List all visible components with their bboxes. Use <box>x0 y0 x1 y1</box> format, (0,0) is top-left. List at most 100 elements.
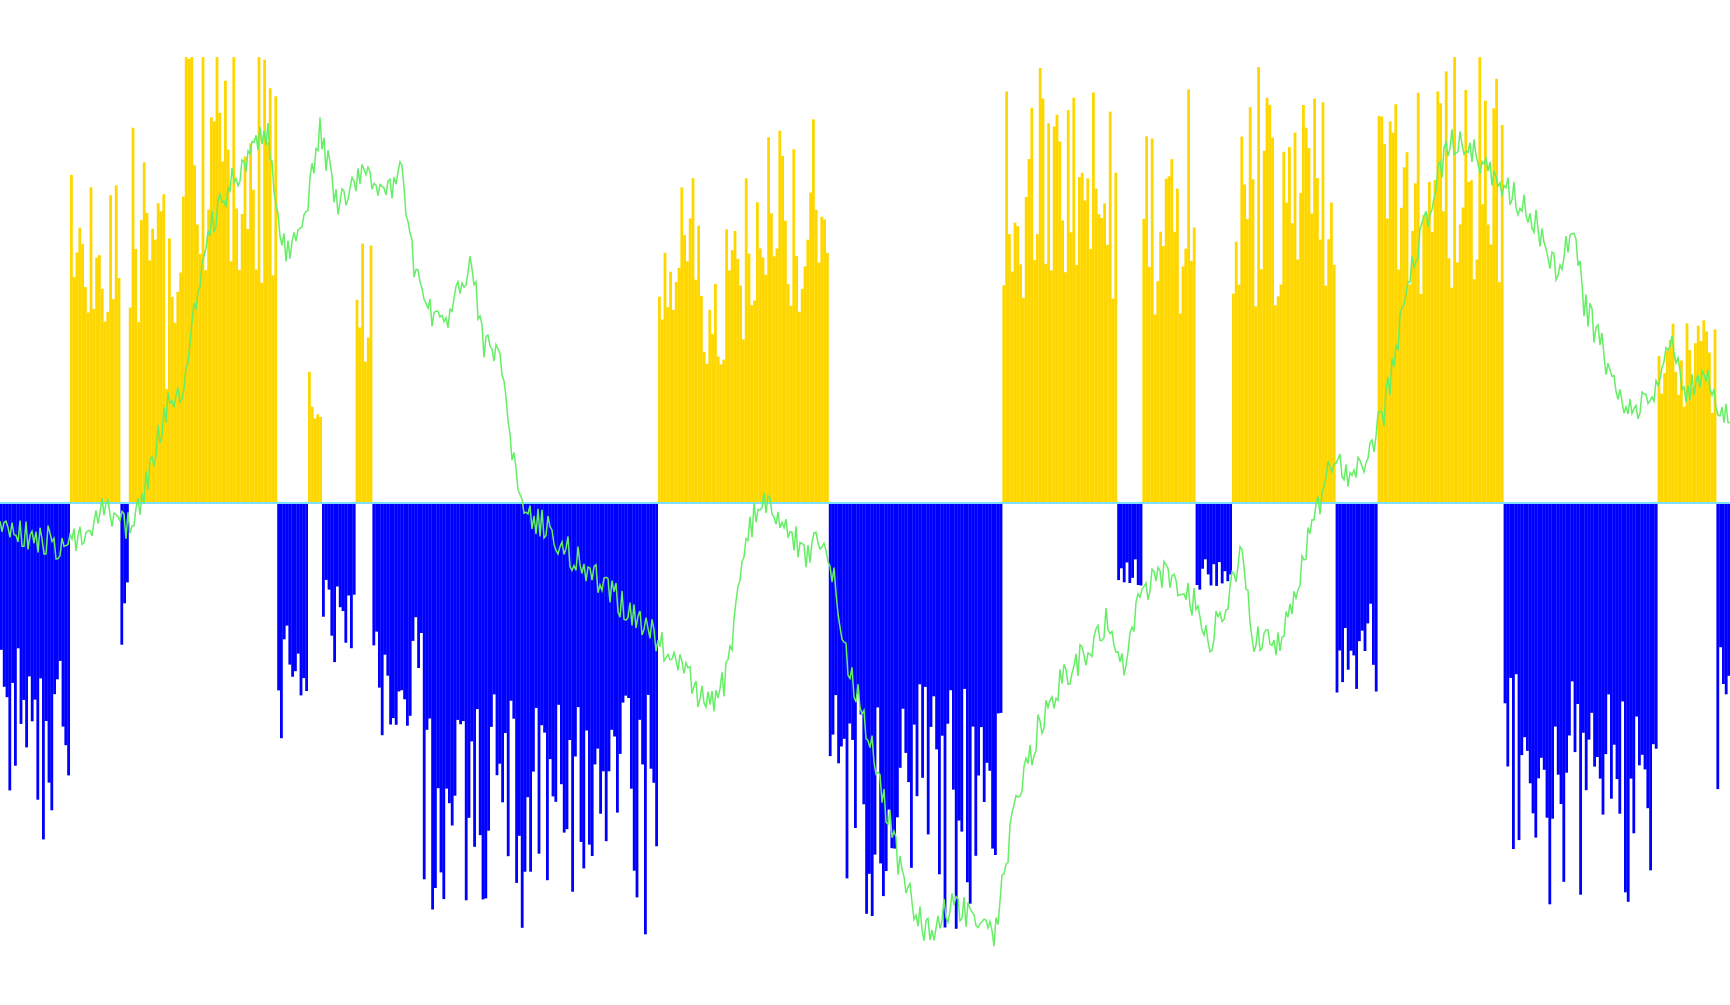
bar-positive <box>198 254 202 503</box>
bar-positive <box>1447 258 1451 503</box>
bar-negative <box>1215 503 1218 586</box>
bar-negative <box>1615 503 1619 780</box>
bar-positive <box>1086 178 1090 504</box>
bar-negative <box>540 503 544 726</box>
bar-positive <box>179 272 182 503</box>
bar-positive <box>238 270 241 503</box>
bar-positive <box>795 256 798 503</box>
bar-positive <box>1170 159 1174 503</box>
bar-positive <box>1694 343 1697 503</box>
bar-negative <box>882 503 885 897</box>
bar-negative <box>1590 503 1594 713</box>
bar-positive <box>1005 91 1008 503</box>
bar-negative <box>624 503 628 696</box>
bar-positive <box>1405 152 1409 503</box>
bar-positive <box>1019 264 1022 503</box>
bar-negative <box>890 503 894 849</box>
bar-positive <box>1069 232 1073 504</box>
bar-negative <box>456 503 460 720</box>
bar-negative <box>644 503 647 935</box>
bar-positive <box>361 243 364 503</box>
bar-negative <box>1517 503 1521 841</box>
bar-negative <box>935 503 938 750</box>
bar-positive <box>1142 218 1146 504</box>
bar-positive <box>1486 224 1490 503</box>
bar-negative <box>16 503 20 649</box>
bar-positive <box>1145 136 1148 503</box>
bar-positive <box>246 228 250 503</box>
bar-positive <box>313 418 317 503</box>
bar-negative <box>632 503 636 871</box>
bar-negative <box>884 503 888 871</box>
bar-negative <box>490 503 493 727</box>
bar-positive <box>742 339 745 503</box>
bar-positive <box>70 174 73 503</box>
bar-negative <box>582 503 586 869</box>
bar-negative <box>520 503 524 928</box>
bar-negative <box>1559 503 1563 804</box>
bar-positive <box>190 57 194 503</box>
bar-negative <box>1565 503 1568 773</box>
bar-negative <box>1551 503 1554 819</box>
bar-positive <box>1489 244 1493 503</box>
bar-negative <box>327 503 331 590</box>
bar-negative <box>473 503 476 847</box>
bar-negative <box>523 503 527 872</box>
bar-negative <box>481 503 485 900</box>
bar-positive <box>182 196 185 503</box>
bar-negative <box>397 503 401 692</box>
bar-positive <box>775 248 779 503</box>
bar-negative <box>876 503 880 708</box>
bar-negative <box>1366 503 1370 624</box>
bar-negative <box>1528 503 1532 784</box>
bar-negative <box>1218 503 1221 563</box>
bar-negative <box>453 503 457 796</box>
bar-positive <box>1307 148 1311 503</box>
bar-positive <box>1010 271 1014 503</box>
bar-negative <box>1352 503 1356 656</box>
bar-negative <box>336 503 339 587</box>
bar-positive <box>1080 172 1084 503</box>
bar-positive <box>1083 200 1087 503</box>
bar-positive <box>1092 92 1095 503</box>
bar-positive <box>1064 272 1067 503</box>
bar-negative <box>322 503 325 617</box>
bar-negative <box>1506 503 1510 767</box>
bar-positive <box>756 202 759 504</box>
bar-positive <box>719 364 723 503</box>
bar-positive <box>744 178 748 504</box>
bar-negative <box>1610 503 1613 799</box>
bar-positive <box>1178 313 1182 503</box>
bar-positive <box>151 228 154 503</box>
bar-positive <box>1710 413 1714 503</box>
bar-positive <box>1100 218 1104 503</box>
bar-positive <box>800 288 804 503</box>
bar-negative <box>1128 503 1132 583</box>
bar-positive <box>1316 178 1319 503</box>
bar-positive <box>758 248 762 503</box>
bar-negative <box>1220 503 1224 584</box>
bar-positive <box>114 185 118 504</box>
bar-positive <box>168 238 171 503</box>
bar-negative <box>288 503 292 665</box>
bar-negative <box>618 503 622 754</box>
bar-positive <box>156 203 160 503</box>
bar-positive <box>1279 284 1283 503</box>
bar-positive <box>1041 98 1045 503</box>
bar-negative <box>1576 503 1580 704</box>
bar-positive <box>820 216 824 503</box>
bar-negative <box>954 503 958 929</box>
bar-negative <box>341 503 345 611</box>
bar-positive <box>201 57 205 503</box>
bar-positive <box>672 309 675 503</box>
bar-positive <box>226 149 230 503</box>
bar-positive <box>1050 270 1053 503</box>
bar-positive <box>1492 108 1496 504</box>
bar-negative <box>529 503 532 872</box>
bar-negative <box>551 503 555 797</box>
bar-negative <box>1537 503 1540 779</box>
bar-negative <box>1579 503 1582 895</box>
bar-negative <box>11 503 14 683</box>
bar-positive <box>95 257 98 503</box>
